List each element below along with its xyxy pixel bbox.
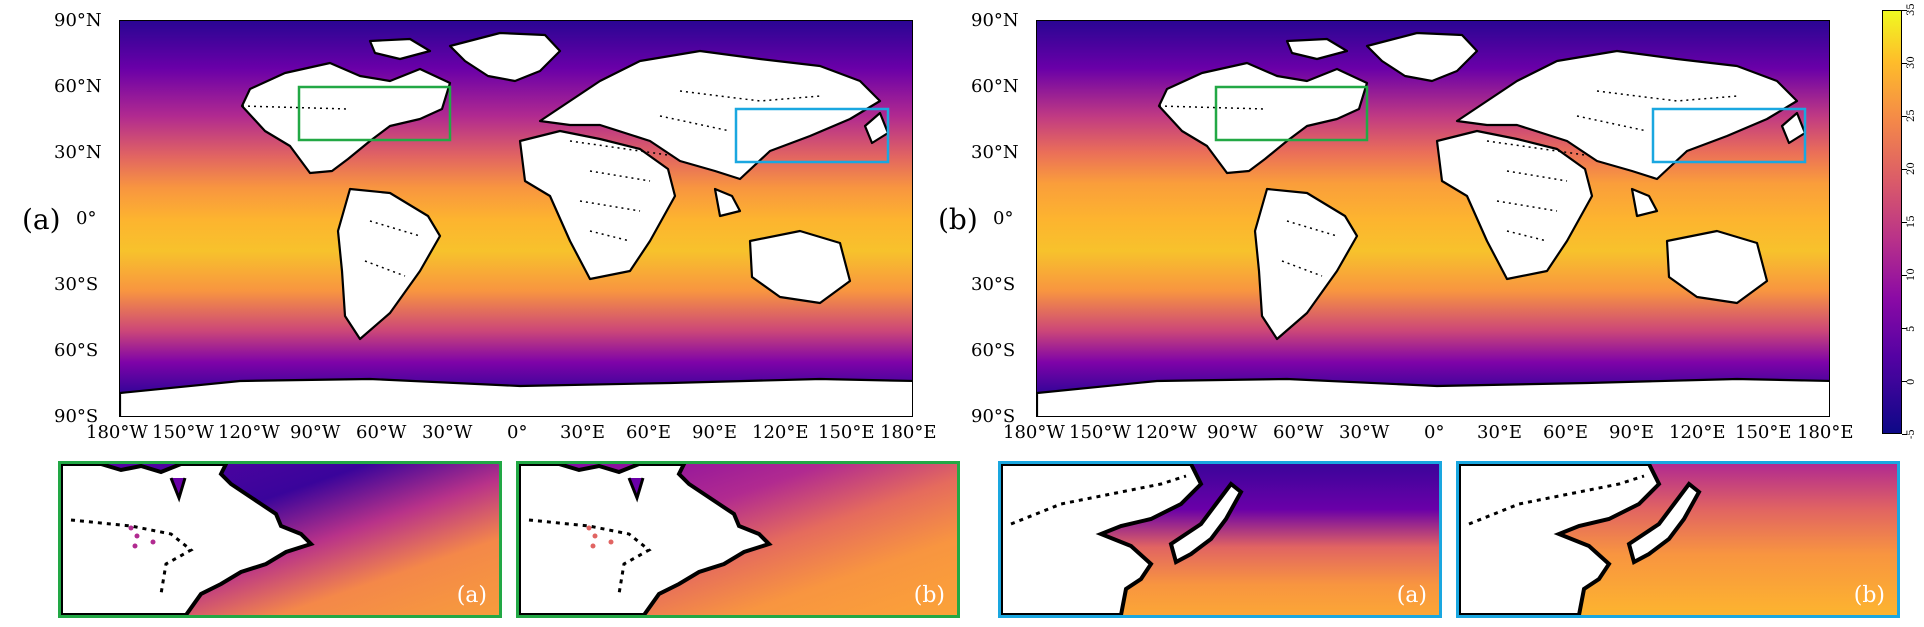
inset-tag: (a) xyxy=(1396,583,1427,608)
panel-label-b: (b) xyxy=(938,203,978,236)
lat-label: 60°N xyxy=(971,76,1019,97)
colorbar-tick xyxy=(1902,381,1907,382)
colorbar-label: -5 xyxy=(1906,429,1917,439)
colorbar xyxy=(1882,10,1902,434)
region-box-atlantic xyxy=(1214,85,1369,142)
inset-tag: (a) xyxy=(456,583,487,608)
lon-label: 150°W xyxy=(1069,422,1131,443)
lon-label: 90°W xyxy=(1207,422,1258,443)
colorbar-tick xyxy=(1902,434,1907,435)
colorbar-tick xyxy=(1902,328,1907,329)
lon-label: 0° xyxy=(1424,422,1445,443)
lat-label: 90°N xyxy=(971,10,1019,31)
lon-label: 60°E xyxy=(626,422,672,443)
lon-label: 120°W xyxy=(1135,422,1197,443)
lat-label: 60°S xyxy=(971,340,1016,361)
colorbar-tick xyxy=(1902,63,1907,64)
inset-tag: (b) xyxy=(913,583,945,608)
colorbar-tick xyxy=(1902,116,1907,117)
map-a-svg xyxy=(120,21,912,416)
inset-atlantic-b: (b) xyxy=(516,461,960,618)
colorbar-label: 10 xyxy=(1906,268,1917,281)
lat-label: 30°S xyxy=(971,274,1016,295)
region-box-atlantic xyxy=(297,85,452,142)
inset-pacific-b: (b) xyxy=(1456,461,1900,618)
lat-label: 90°S xyxy=(971,406,1016,427)
colorbar-tick xyxy=(1902,169,1907,170)
colorbar-tick xyxy=(1902,222,1907,223)
lon-label: 180°E xyxy=(1797,422,1854,443)
lon-label: 60°W xyxy=(356,422,407,443)
colorbar-label: 15 xyxy=(1906,215,1917,228)
lat-label: 90°S xyxy=(54,406,99,427)
sst-map-a xyxy=(119,20,913,417)
lon-label: 180°W xyxy=(1003,422,1065,443)
lat-label: 60°N xyxy=(54,76,102,97)
lon-label: 90°E xyxy=(1609,422,1655,443)
inset-tag: (b) xyxy=(1853,583,1885,608)
inset-pacific-a: (a) xyxy=(998,461,1442,618)
lon-label: 150°E xyxy=(818,422,875,443)
lon-label: 0° xyxy=(507,422,528,443)
colorbar-label: 5 xyxy=(1906,325,1917,332)
panel-label-a: (a) xyxy=(22,203,61,236)
lon-label: 150°W xyxy=(152,422,214,443)
lon-label: 90°E xyxy=(692,422,738,443)
lon-label: 180°E xyxy=(880,422,937,443)
colorbar-label: 35 xyxy=(1906,3,1917,16)
lon-label: 90°W xyxy=(290,422,341,443)
colorbar-tick xyxy=(1902,10,1907,11)
colorbar-label: 30 xyxy=(1906,56,1917,69)
lon-label: 60°E xyxy=(1543,422,1589,443)
lon-label: 30°W xyxy=(1339,422,1390,443)
lat-label: 90°N xyxy=(54,10,102,31)
sst-map-b xyxy=(1036,20,1830,417)
lat-label: 0° xyxy=(993,208,1014,229)
lat-label: 30°N xyxy=(971,142,1019,163)
lon-label: 30°E xyxy=(1477,422,1523,443)
inset-atlantic-a: (a) xyxy=(58,461,502,618)
lon-label: 150°E xyxy=(1735,422,1792,443)
colorbar-label: 0 xyxy=(1906,378,1917,385)
lat-label: 0° xyxy=(76,208,97,229)
colorbar-tick xyxy=(1902,275,1907,276)
lat-label: 30°S xyxy=(54,274,99,295)
lon-label: 60°W xyxy=(1273,422,1324,443)
lon-label: 120°E xyxy=(1669,422,1726,443)
lon-label: 30°W xyxy=(422,422,473,443)
lon-label: 120°E xyxy=(752,422,809,443)
map-b-svg xyxy=(1037,21,1829,416)
lon-label: 30°E xyxy=(560,422,606,443)
lat-label: 60°S xyxy=(54,340,99,361)
lon-label: 180°W xyxy=(86,422,148,443)
colorbar-label: 25 xyxy=(1906,109,1917,122)
lat-label: 30°N xyxy=(54,142,102,163)
colorbar-label: 20 xyxy=(1906,162,1917,175)
region-box-pacific xyxy=(1651,107,1807,164)
region-box-pacific xyxy=(734,107,890,164)
lon-label: 120°W xyxy=(218,422,280,443)
